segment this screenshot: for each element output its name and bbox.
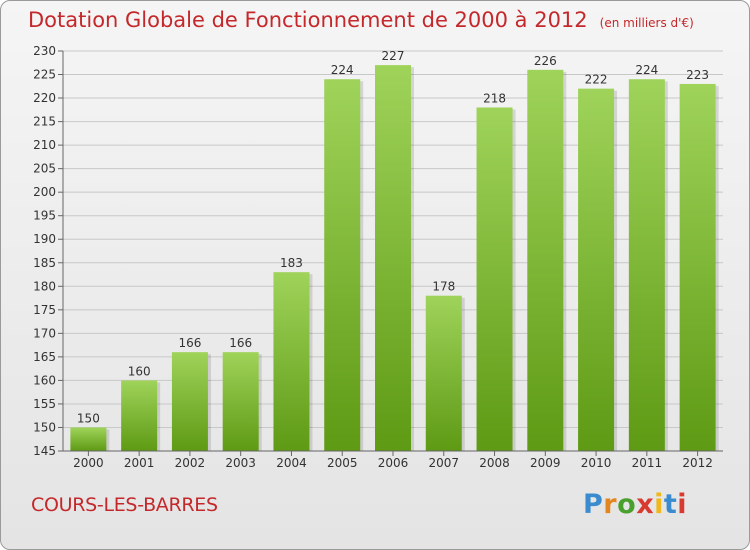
x-tick-label: 2003 <box>225 456 256 470</box>
chart-title: Dotation Globale de Fonctionnement de 20… <box>28 8 694 32</box>
x-tick-label: 2002 <box>175 456 206 470</box>
logo-letter: P <box>583 489 604 520</box>
y-tick-label: 215 <box>33 115 56 129</box>
bar <box>578 88 615 451</box>
logo-letter: i <box>654 489 664 520</box>
y-tick-label: 205 <box>33 162 56 176</box>
y-tick-label: 225 <box>33 68 56 82</box>
bar <box>527 69 564 451</box>
data-label: 166 <box>178 336 201 350</box>
x-tick-label: 2008 <box>479 456 510 470</box>
y-tick-label: 160 <box>33 373 56 387</box>
bar <box>70 427 107 451</box>
data-label: 150 <box>77 411 100 425</box>
y-tick-label: 185 <box>33 256 56 270</box>
x-tick-label: 2005 <box>327 456 358 470</box>
bar <box>375 65 411 451</box>
x-tick-label: 2010 <box>581 456 612 470</box>
bar <box>171 352 208 451</box>
y-tick-label: 210 <box>33 138 56 152</box>
bar <box>679 83 716 452</box>
x-tick-label: 2006 <box>378 456 409 470</box>
bar <box>324 79 361 451</box>
data-label: 183 <box>280 256 303 270</box>
x-tick-label: 2011 <box>632 456 663 470</box>
bar <box>628 79 665 451</box>
bar <box>273 272 310 451</box>
x-tick-label: 2012 <box>682 456 713 470</box>
y-tick-label: 145 <box>33 444 56 458</box>
logo-letter: x <box>636 489 655 520</box>
y-tick-label: 195 <box>33 209 56 223</box>
x-tick-label: 2004 <box>276 456 307 470</box>
y-tick-label: 175 <box>33 303 56 317</box>
y-tick-label: 155 <box>33 397 56 411</box>
y-tick-label: 180 <box>33 279 56 293</box>
data-label: 222 <box>585 73 608 87</box>
data-label: 226 <box>534 54 557 68</box>
y-tick-label: 220 <box>33 91 56 105</box>
y-tick-label: 230 <box>33 44 56 58</box>
bar <box>476 107 513 452</box>
bar <box>222 352 259 451</box>
title-text: Dotation Globale de Fonctionnement de 20… <box>28 8 588 32</box>
data-label: 223 <box>686 68 709 82</box>
x-tick-label: 2000 <box>73 456 104 470</box>
x-tick-label: 2007 <box>428 456 459 470</box>
logo-letter: i <box>677 489 688 520</box>
data-label: 224 <box>331 63 354 77</box>
data-labels: 150 160 166 166 183 224 227 178 218 226 222 224 223 <box>77 49 709 425</box>
data-label: 218 <box>483 91 506 105</box>
data-label: 224 <box>635 63 658 77</box>
y-tick-label: 200 <box>33 185 56 199</box>
axes: 145 150 155 160 165 170 175 180 185 190 195 200 205 2… <box>33 44 723 470</box>
y-tick-label: 170 <box>33 326 56 340</box>
bars <box>70 65 719 452</box>
data-label: 166 <box>229 336 252 350</box>
logo-letter: r <box>603 489 618 520</box>
y-tick-label: 190 <box>33 232 56 246</box>
x-tick-label: 2009 <box>530 456 561 470</box>
data-label: 160 <box>128 364 151 378</box>
data-label: 178 <box>432 280 455 294</box>
bar <box>121 380 158 451</box>
data-label: 227 <box>382 49 405 63</box>
y-tick-label: 150 <box>33 420 56 434</box>
x-tick-label: 2001 <box>124 456 155 470</box>
commune-name: COURS-LES-BARRES <box>31 494 218 516</box>
logo-letter: t <box>663 489 678 520</box>
y-tick-label: 165 <box>33 350 56 364</box>
bar <box>425 295 462 451</box>
unit-label: (en milliers d'€) <box>599 16 694 30</box>
logo-letter: o <box>617 489 637 520</box>
